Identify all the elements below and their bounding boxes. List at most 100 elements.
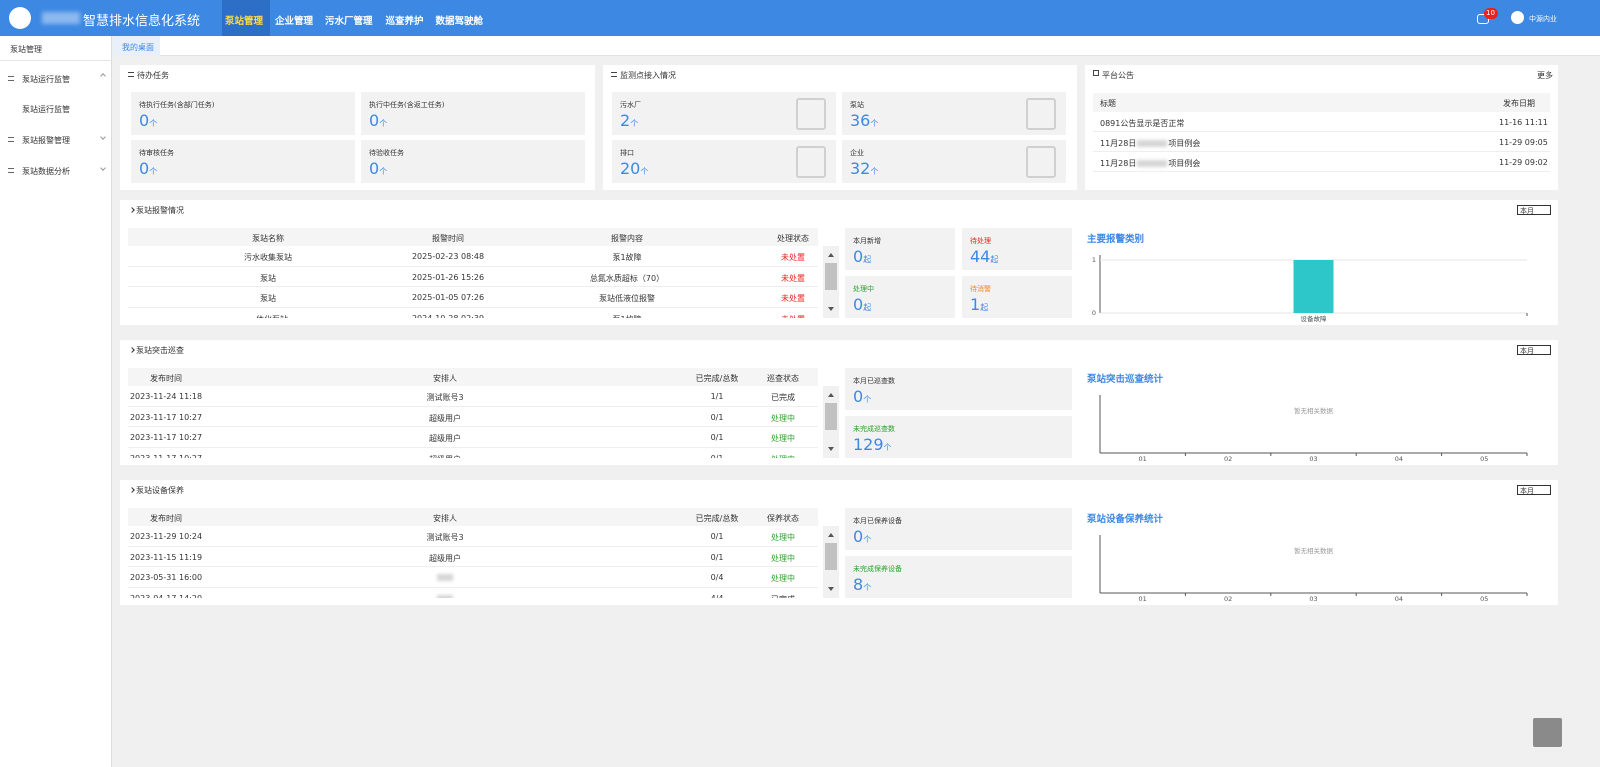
menu-item[interactable]: 泵站运行监管 <box>22 75 70 84</box>
table-cell: 2023-11-29 10:24 <box>129 532 203 541</box>
menu-icon <box>8 168 14 173</box>
table-cell: 未处置 <box>781 273 805 283</box>
nav-label[interactable]: 数据驾驶舱 <box>435 16 484 27</box>
table-row[interactable]: 泵站 2025-01-05 07:26 泵站低液位报警 未处置 <box>128 287 818 308</box>
user-name[interactable]: 中源内业 <box>1529 15 1557 23</box>
menu-item[interactable]: 泵站报警管理 <box>22 136 70 145</box>
nav-label[interactable]: 泵站管理 <box>225 16 264 27</box>
section-panel: 泵站报警情况 本月 泵站名称 报警时间 报警内容 处理状态 污水收集泵站 2025-02-23… <box>120 200 1558 325</box>
section-chevron <box>129 347 135 353</box>
card-value: 20个 <box>620 159 648 178</box>
card-label: 本月已保养设备 <box>853 517 902 525</box>
table-cell: 0/1 <box>710 453 724 459</box>
scroll-thumb[interactable] <box>825 543 837 570</box>
table-row[interactable]: 一体化泵站 2024-10-28 02:39 泵1故障 未处置 <box>128 308 818 319</box>
more-link[interactable]: 更多 <box>1537 71 1553 80</box>
card-label: 待消警 <box>970 285 991 293</box>
submenu-item[interactable]: 泵站运行监管 <box>22 105 70 114</box>
message-icon[interactable] <box>1477 14 1489 24</box>
table-row[interactable]: 2023-11-17 10:27 超级用户 0/1 处理中 <box>128 448 818 459</box>
table-row[interactable]: 2023-11-24 11:18 测试账号3 1/1 已完成 <box>128 386 818 407</box>
scroll-up[interactable] <box>828 393 834 397</box>
y-tick-label: 1 <box>1092 256 1096 264</box>
stat-card: 本月新增 0起 <box>845 228 955 270</box>
filter-dropdown[interactable]: 本月 <box>1517 205 1551 215</box>
notice-icon <box>1093 70 1099 76</box>
table-cell: 处理中 <box>771 454 795 459</box>
table-cell: 处理中 <box>771 553 795 563</box>
settings-button[interactable] <box>1533 718 1562 747</box>
scroll-thumb[interactable] <box>825 263 837 290</box>
nav-item[interactable]: 巡查养护 <box>383 0 431 36</box>
notice-row[interactable]: 11月28日 项目例会 11-29 09:05 <box>1093 132 1550 152</box>
table-row[interactable]: 2023-11-15 11:19 超级用户 0/1 处理中 <box>128 547 818 567</box>
scroll-down[interactable] <box>828 447 834 451</box>
scroll-down[interactable] <box>828 587 834 591</box>
table-cell: 0/1 <box>710 532 724 541</box>
nav-label[interactable]: 污水厂管理 <box>325 16 373 27</box>
filter-label[interactable]: 本月 <box>1520 207 1534 215</box>
column-header: 保养状态 <box>767 514 799 523</box>
section-panel: 泵站设备保养 本月 发布时间 安排人 已完成/总数 保养状态 2023-11-29 10:2… <box>120 480 1558 605</box>
column-header: 安排人 <box>433 374 457 383</box>
scroll-thumb[interactable] <box>825 403 837 430</box>
table-row[interactable]: 泵站 2025-01-26 15:26 总氮水质超标（70） 未处置 <box>128 267 818 287</box>
card-icon <box>796 146 826 178</box>
table-row[interactable]: 2023-04-17 14:20 4/4 已完成 <box>128 588 818 599</box>
stat-card: 待处理 44起 <box>962 228 1072 270</box>
chart: 01 02 03 04 05 暂无相关数据 <box>1099 395 1528 463</box>
table-row[interactable]: 2023-11-29 10:24 测试账号3 0/1 处理中 <box>128 526 818 547</box>
table-cell: 4/4 <box>710 593 724 599</box>
notice-row[interactable]: 0891公告显示是否正常 11-16 11:11 <box>1093 112 1550 132</box>
card-value: 36个 <box>850 111 878 130</box>
section-chevron <box>129 487 135 493</box>
x-tick-label: 设备故障 <box>1301 314 1328 323</box>
blurred-name <box>42 12 80 24</box>
unit: 个 <box>149 119 158 128</box>
table-cell: 0/4 <box>710 573 724 582</box>
table-row[interactable]: 污水收集泵站 2025-02-23 08:48 泵1故障 未处置 <box>128 246 818 267</box>
tab[interactable]: 我的桌面 <box>113 36 160 56</box>
filter-label[interactable]: 本月 <box>1520 347 1534 355</box>
scroll-down[interactable] <box>828 307 834 311</box>
scroll-up[interactable] <box>828 533 834 537</box>
stat-card: 执行中任务(含返工任务) 0个 <box>361 92 585 135</box>
card-label: 未完成巡查数 <box>853 425 895 433</box>
nav-item[interactable]: 泵站管理 <box>222 0 270 36</box>
scroll-up[interactable] <box>828 253 834 257</box>
sidebar: 泵站管理泵站运行监管 泵站运行监管 泵站报警管理 泵站数据分析 <box>0 36 112 767</box>
table-cell: 超级用户 <box>429 434 461 443</box>
table-cell: 泵1故障 <box>612 253 642 262</box>
x-tick-label: 04 <box>1395 455 1403 463</box>
sidebar-title: 泵站管理 <box>10 45 42 54</box>
nav-item[interactable]: 企业管理 <box>272 0 320 36</box>
table-row[interactable]: 2023-11-17 10:27 超级用户 0/1 处理中 <box>128 427 818 448</box>
nav-item[interactable]: 污水厂管理 <box>322 0 381 36</box>
stat-card: 待验收任务 0个 <box>361 140 585 183</box>
nav-label[interactable]: 巡查养护 <box>385 16 424 27</box>
menu-item[interactable]: 泵站数据分析 <box>22 167 70 176</box>
panel-title: 监测点接入情况 <box>620 71 676 80</box>
notice-date: 11-16 11:11 <box>1499 118 1548 127</box>
table-cell: 2023-11-17 10:27 <box>129 453 203 459</box>
filter-dropdown[interactable]: 本月 <box>1517 485 1551 495</box>
table-row[interactable]: 2023-11-17 10:27 超级用户 0/1 处理中 <box>128 407 818 427</box>
nav-label[interactable]: 企业管理 <box>275 16 314 27</box>
section-title: 泵站报警情况 <box>136 206 184 215</box>
chevron <box>100 165 106 171</box>
notice-title: 0891公告显示是否正常 <box>1100 118 1184 129</box>
table-row[interactable]: 2023-05-31 16:00 0/4 处理中 <box>128 567 818 588</box>
nav-item[interactable]: 数据驾驶舱 <box>433 0 492 36</box>
table-cell: 2023-11-15 11:19 <box>129 552 203 562</box>
notice-row[interactable]: 11月28日 项目例会 11-29 09:02 <box>1093 152 1550 172</box>
table-cell: 未处置 <box>781 294 805 303</box>
notice-title-part: 项目例会 <box>1168 159 1201 168</box>
card-label: 本月已巡查数 <box>853 377 895 385</box>
notice-date: 11-29 09:05 <box>1499 138 1548 147</box>
tab-label[interactable]: 我的桌面 <box>122 43 154 52</box>
filter-label[interactable]: 本月 <box>1520 487 1534 495</box>
table-cell: 处理中 <box>771 413 795 423</box>
chevron <box>100 134 106 140</box>
filter-dropdown[interactable]: 本月 <box>1517 345 1551 355</box>
stat-card: 污水厂 2个 <box>612 92 836 135</box>
